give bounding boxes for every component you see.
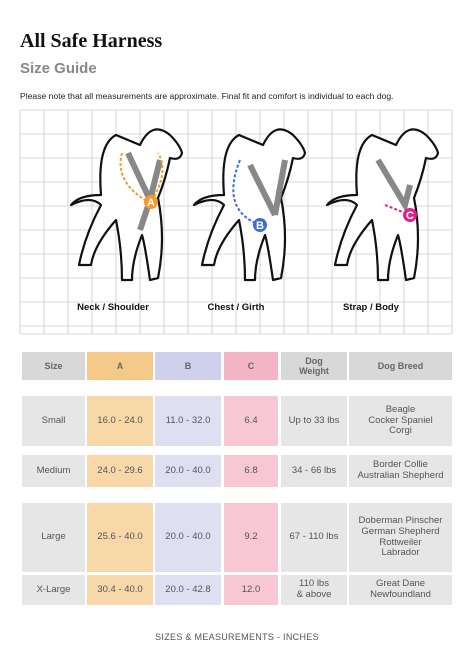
cell-line: Corgi (389, 425, 412, 437)
header-cell: Dog Weight (281, 352, 347, 380)
header-cell: B (155, 352, 221, 380)
title: All Safe Harness (20, 30, 163, 52)
marker-c (403, 208, 417, 222)
cell: 25.6 - 40.0 (87, 503, 153, 572)
caption: Chest / Girth (207, 302, 264, 313)
cell-line: Doberman Pinscher (358, 514, 443, 526)
caption: Neck / Shoulder (77, 302, 149, 313)
illustration: A B C Neck / Shoulder Chest / Girth Stra… (19, 109, 453, 335)
cell-line: Border Collie (373, 459, 428, 471)
marker-label: B (256, 220, 264, 232)
cell-line: 110 lbs (299, 578, 329, 590)
cell: 11.0 - 32.0 (155, 396, 221, 446)
cell: Small (22, 396, 85, 446)
cell-line: Newfoundland (370, 589, 431, 600)
cell-line: Rottweiler (379, 536, 422, 548)
cell: 6.8 (224, 455, 278, 487)
cell: Beagle Cocker Spaniel Corgi (349, 396, 452, 446)
cell-line: German Shepherd (361, 525, 440, 537)
cell-line: & above (296, 589, 332, 600)
header-cell: C (224, 352, 278, 380)
cell: 24.0 - 29.6 (87, 455, 153, 487)
measure-b (232, 159, 261, 226)
cell: Up to 33 lbs (281, 396, 347, 446)
marker-b (253, 218, 267, 232)
cell-line: Great Dane (375, 578, 426, 590)
marker-label: C (406, 210, 414, 222)
cell: Border Collie Australian Shepherd (349, 455, 452, 487)
cell: 12.0 (224, 575, 278, 605)
dogs (69, 128, 440, 282)
cell: X-Large (22, 575, 85, 605)
cell: Medium (22, 455, 85, 487)
cell: 6.4 (224, 396, 278, 446)
footer: SIZES & MEASUREMENTS - INCHES (155, 632, 319, 642)
harness (125, 151, 413, 231)
header-cell: Size (22, 352, 85, 380)
marker-label: A (147, 197, 155, 209)
cell: Large (22, 503, 85, 572)
cell: Doberman Pinscher German Shepherd Rottweil… (349, 503, 452, 572)
cell-line: Australian Shepherd (357, 470, 444, 481)
cell-line: Cocker Spaniel (368, 414, 433, 426)
cell-line: Labrador (381, 547, 420, 559)
cell: 110 lbs & above (281, 575, 347, 605)
subtitle: Size Guide (20, 60, 97, 77)
header-cell: A (87, 352, 153, 380)
cell: 16.0 - 24.0 (87, 396, 153, 446)
header-cell: Dog Breed (349, 352, 452, 380)
cell: 34 - 66 lbs (281, 455, 347, 487)
cell: 20.0 - 40.0 (155, 503, 221, 572)
cell-line: Beagle (385, 403, 416, 415)
cell: 67 - 110 lbs (281, 503, 347, 572)
marker-a (144, 195, 158, 209)
cell: 9.2 (224, 503, 278, 572)
cell: 20.0 - 40.0 (155, 455, 221, 487)
caption: Strap / Body (343, 302, 400, 313)
cell: Great Dane Newfoundland (349, 575, 452, 605)
cell: 20.0 - 42.8 (155, 575, 221, 605)
note: Please note that all measurements are ap… (20, 91, 394, 101)
cell: 30.4 - 40.0 (87, 575, 153, 605)
